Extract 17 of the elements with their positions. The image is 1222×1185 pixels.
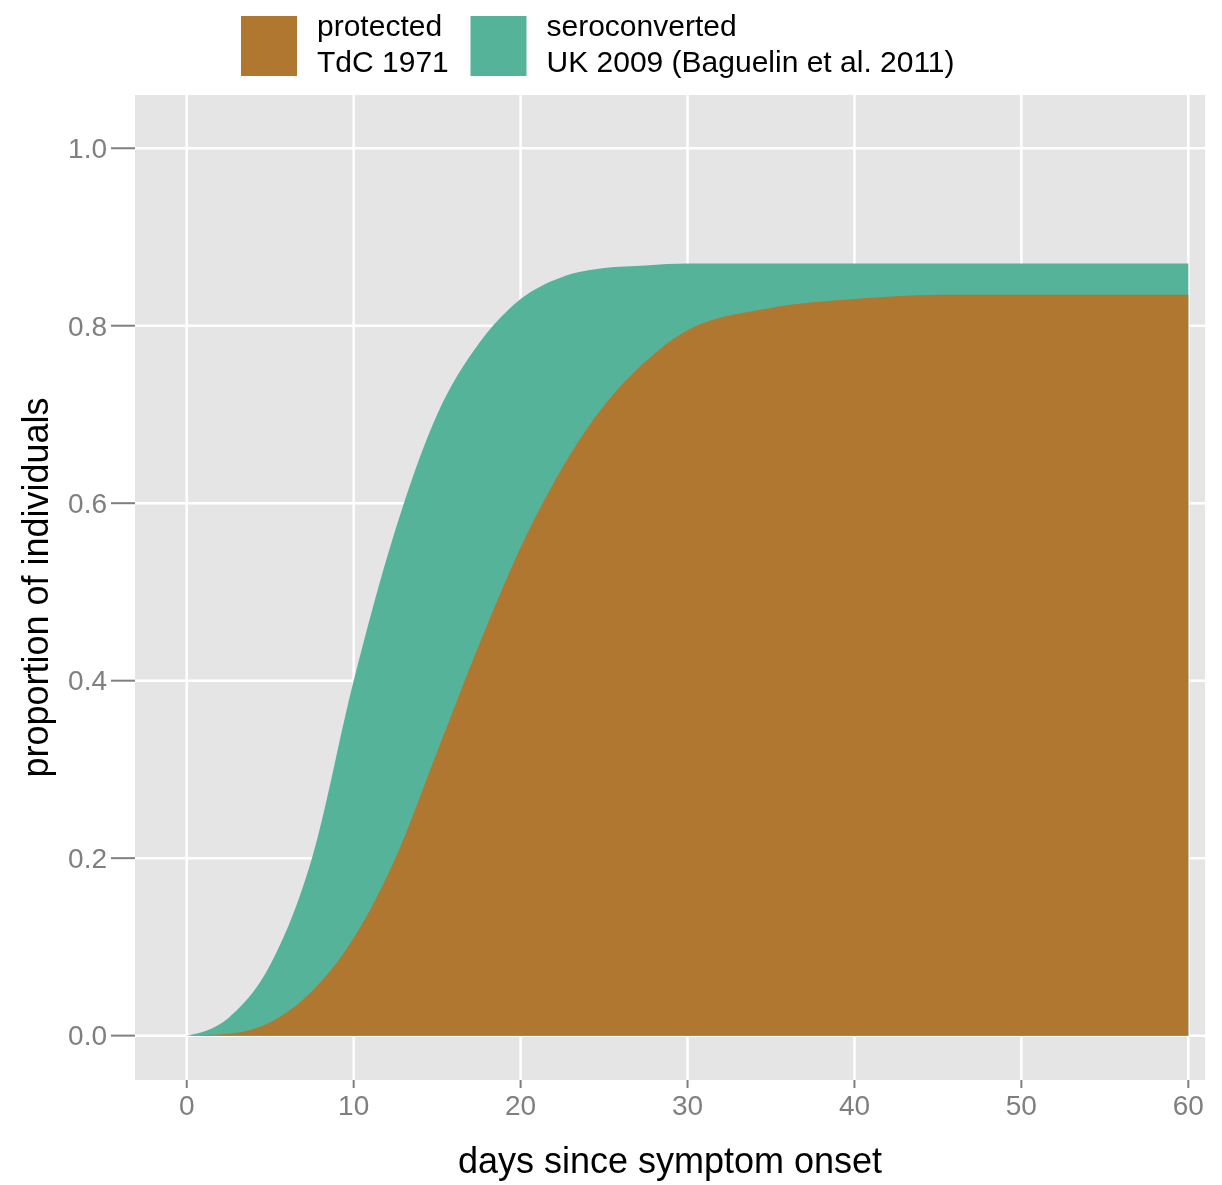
legend-label: protected TdC 1971	[317, 9, 449, 78]
x-tick-label: 60	[1172, 1090, 1204, 1121]
x-tick-label: 0	[178, 1090, 195, 1121]
y-tick-label: 1.0	[68, 133, 107, 165]
x-tick-label: 10	[338, 1090, 370, 1121]
y-axis-title: proportion of individuals	[15, 397, 56, 778]
y-tick-label: 0.0	[68, 1020, 107, 1052]
x-tick-label: 40	[838, 1090, 871, 1121]
y-tick-label: 0.2	[68, 842, 107, 874]
y-tick-label: 0.6	[68, 488, 107, 519]
legend-label: seroconverted UK 2009 (Baguelin et al. 2011)	[546, 9, 955, 78]
x-tick-label: 20	[505, 1090, 537, 1121]
y-tick-label: 0.8	[68, 310, 107, 342]
x-tick-label: 30	[671, 1090, 704, 1121]
y-tick-label: 0.4	[68, 665, 107, 697]
x-tick-label: 50	[1005, 1090, 1037, 1121]
x-axis-title: days since symptom onset	[457, 1140, 883, 1181]
